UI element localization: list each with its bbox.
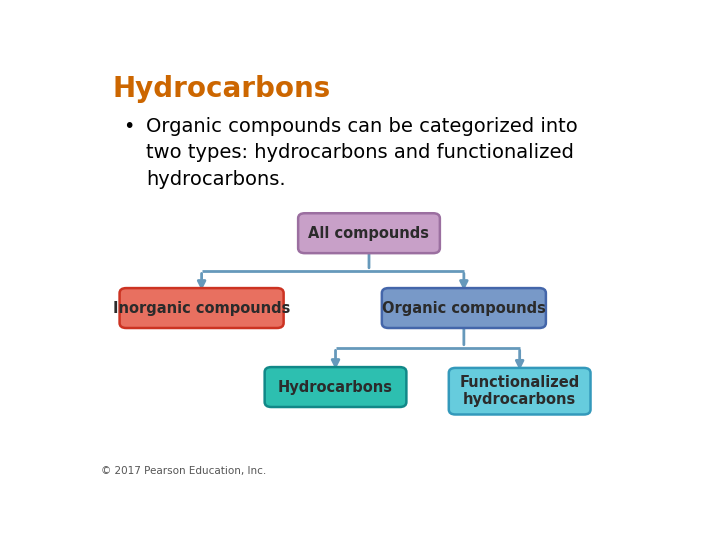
Text: Inorganic compounds: Inorganic compounds <box>113 301 290 315</box>
FancyBboxPatch shape <box>265 367 406 407</box>
Text: •: • <box>124 117 135 136</box>
FancyBboxPatch shape <box>120 288 284 328</box>
FancyBboxPatch shape <box>298 213 440 253</box>
Text: Hydrocarbons: Hydrocarbons <box>112 75 330 103</box>
Text: Functionalized
hydrocarbons: Functionalized hydrocarbons <box>459 375 580 407</box>
Text: Organic compounds: Organic compounds <box>382 301 546 315</box>
Text: Organic compounds can be categorized into
two types: hydrocarbons and functional: Organic compounds can be categorized int… <box>145 117 577 189</box>
FancyBboxPatch shape <box>382 288 546 328</box>
FancyBboxPatch shape <box>449 368 590 415</box>
Text: Hydrocarbons: Hydrocarbons <box>278 380 393 395</box>
Text: All compounds: All compounds <box>308 226 430 241</box>
Text: © 2017 Pearson Education, Inc.: © 2017 Pearson Education, Inc. <box>101 465 266 476</box>
